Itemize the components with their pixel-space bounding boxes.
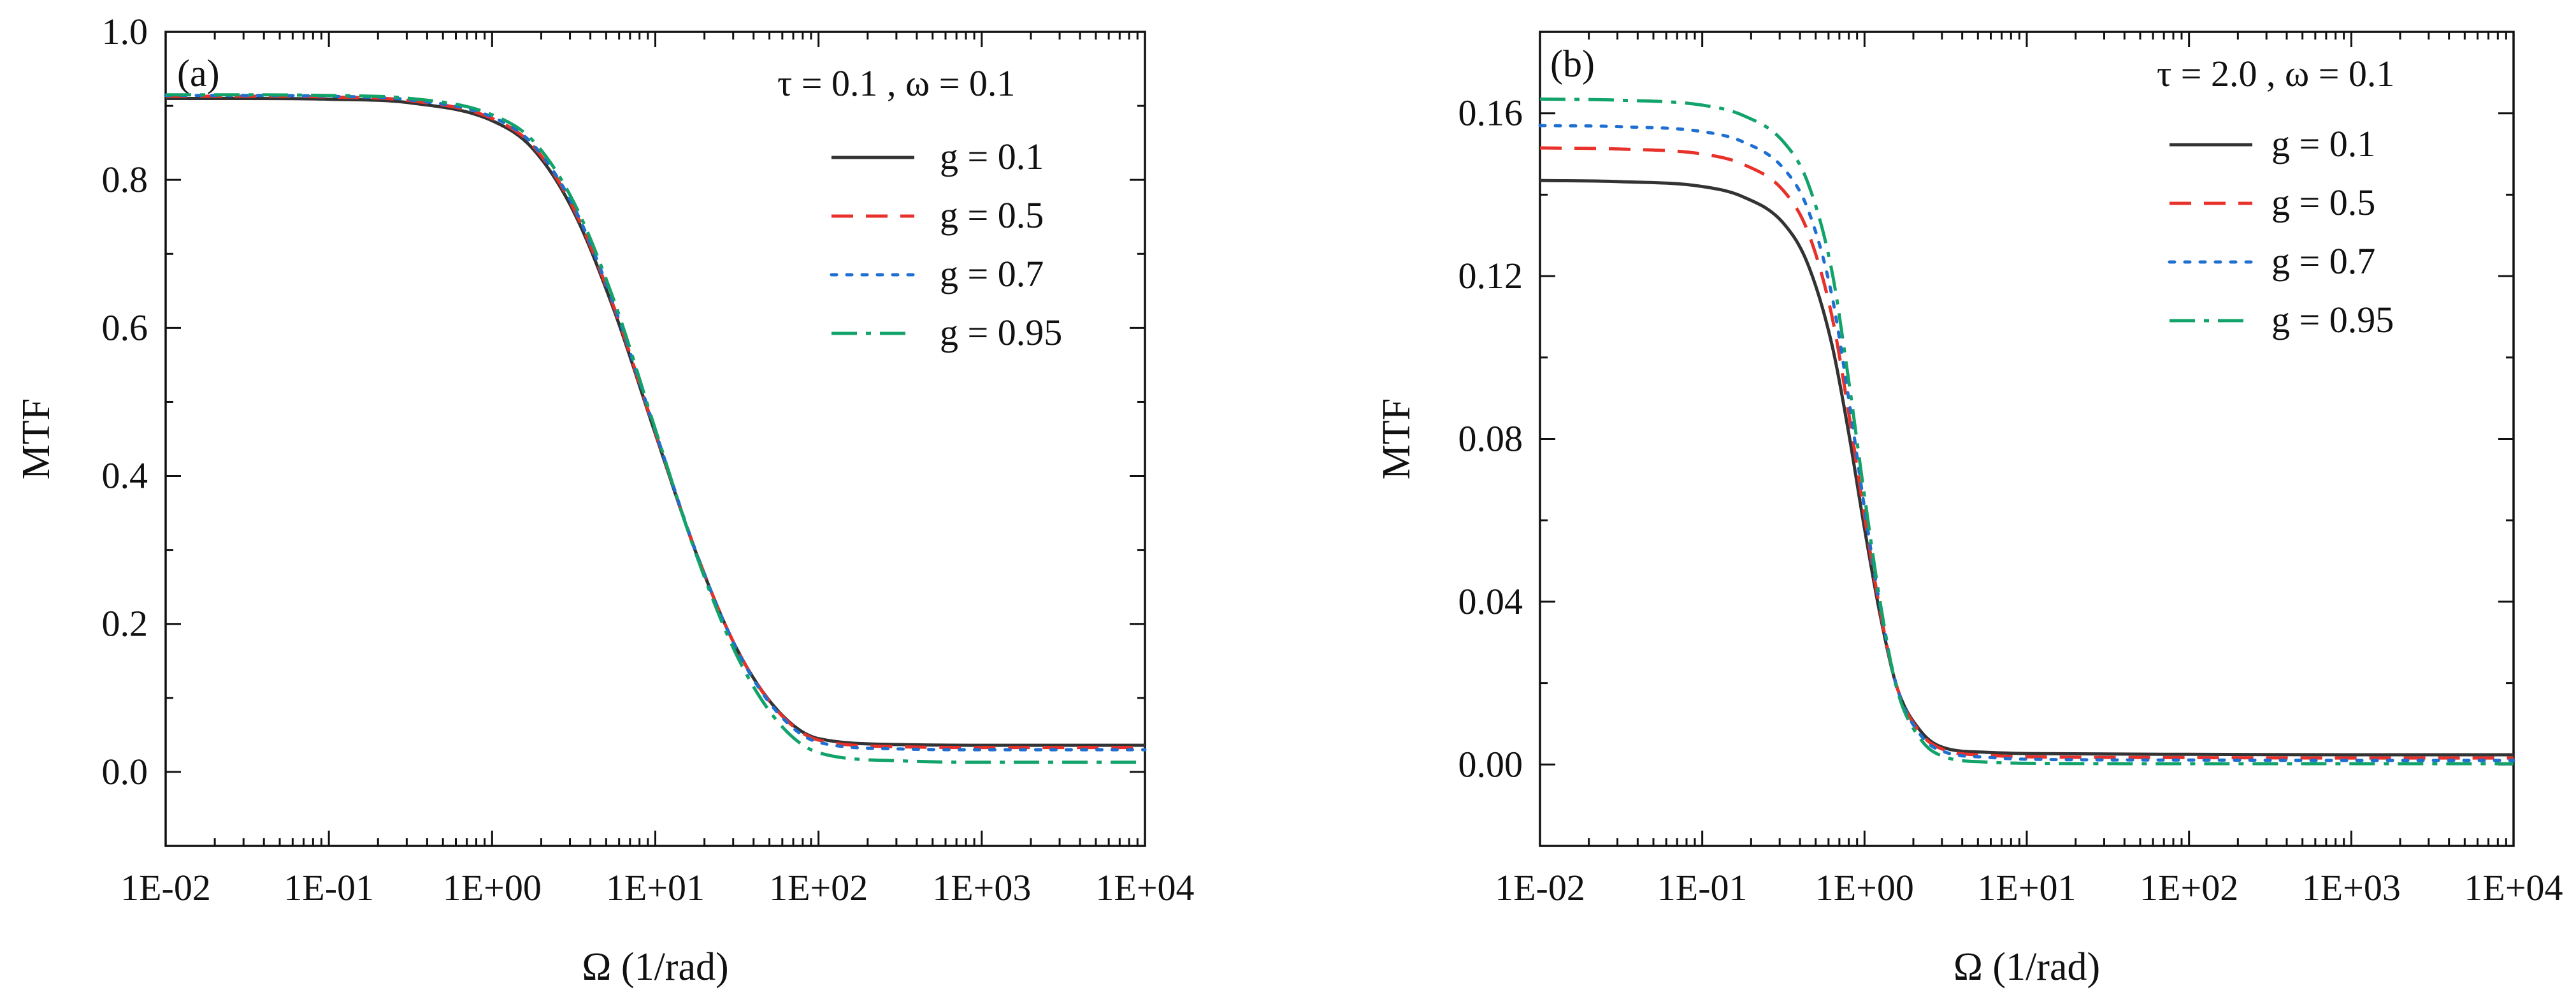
y-tick-label: 0.4 bbox=[102, 455, 148, 497]
x-tick-label: 1E+00 bbox=[443, 867, 542, 908]
legend-label: g = 0.1 bbox=[940, 136, 1044, 177]
series-line-g-0-95 bbox=[1539, 97, 2514, 766]
legend-label: g = 0.5 bbox=[940, 194, 1044, 236]
series-line-g-0-5 bbox=[1539, 146, 2514, 760]
x-tick-label: 1E+02 bbox=[769, 867, 868, 908]
y-tick-label: 1.0 bbox=[102, 11, 148, 52]
y-tick-label: 0.2 bbox=[102, 603, 148, 644]
x-axis-title: Ω (1/rad) bbox=[1954, 945, 2100, 989]
legend-label: g = 0.7 bbox=[2271, 240, 2375, 282]
y-axis-title: MTF bbox=[1375, 398, 1418, 479]
legend-label: g = 0.95 bbox=[940, 312, 1062, 353]
panel-label: (b) bbox=[1550, 43, 1595, 85]
x-tick-label: 1E+02 bbox=[2140, 867, 2238, 908]
x-tick-label: 1E+03 bbox=[2302, 867, 2401, 908]
y-tick-label: 0.12 bbox=[1458, 255, 1523, 296]
legend-label: g = 0.5 bbox=[2271, 182, 2375, 223]
panel-b: 1E-02 1E-01 1E+00 1E+01 1E+02 1E+03 1E+04 0.00 0… bbox=[1375, 31, 2563, 989]
panel-label: (a) bbox=[177, 52, 220, 94]
y-tick-label: 0.08 bbox=[1458, 418, 1523, 460]
y-tick-label: 0.04 bbox=[1458, 581, 1523, 622]
condition-label: τ = 0.1 , ω = 0.1 bbox=[777, 62, 1015, 104]
x-tick-label: 1E-01 bbox=[1657, 867, 1748, 908]
x-tick-label: 1E+04 bbox=[1095, 867, 1194, 908]
y-tick-label: 0.16 bbox=[1458, 92, 1523, 134]
x-tick-label: 1E+04 bbox=[2464, 867, 2563, 908]
x-tick-label: 1E+01 bbox=[1977, 867, 2076, 908]
y-axis-title: MTF bbox=[15, 398, 58, 479]
x-tick-label: 1E+00 bbox=[1815, 867, 1914, 908]
y-tick-label: 0.00 bbox=[1458, 743, 1523, 785]
x-tick-label: 1E+03 bbox=[932, 867, 1031, 908]
y-tick-label: 0.8 bbox=[102, 159, 148, 200]
series-line-g-0-7 bbox=[1538, 124, 2515, 762]
x-axis-title: Ω (1/rad) bbox=[582, 945, 728, 989]
x-tick-label: 1E-02 bbox=[1495, 867, 1585, 908]
condition-label: τ = 2.0 , ω = 0.1 bbox=[2157, 53, 2394, 94]
y-tick-label: 0.6 bbox=[102, 307, 148, 348]
legend-label: g = 0.95 bbox=[2271, 299, 2394, 340]
x-tick-label: 1E-02 bbox=[120, 867, 211, 908]
legend-label: g = 0.7 bbox=[940, 253, 1044, 295]
series-line-g-0-95 bbox=[166, 93, 1145, 764]
x-tick-label: 1E-01 bbox=[284, 867, 374, 908]
x-tick-label: 1E+01 bbox=[606, 867, 705, 908]
y-tick-label: 0.0 bbox=[102, 751, 148, 792]
panel-a: 1E-02 1E-01 1E+00 1E+01 1E+02 1E+03 1E+04 0.0 0.… bbox=[15, 11, 1195, 989]
legend-label: g = 0.1 bbox=[2271, 123, 2375, 164]
